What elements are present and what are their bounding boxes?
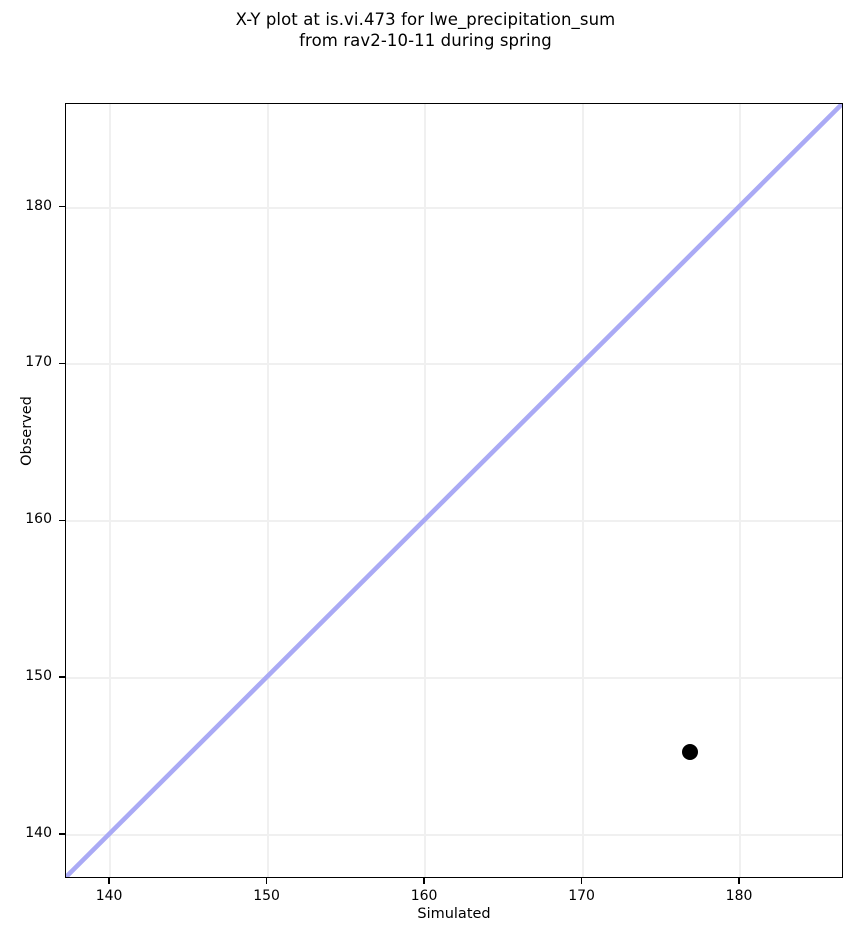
- gridline-horizontal: [66, 363, 842, 366]
- x-tick-mark: [423, 878, 425, 884]
- gridline-vertical: [739, 104, 742, 877]
- y-tick-label: 140: [25, 825, 52, 842]
- x-tick-mark: [738, 878, 740, 884]
- x-tick-mark: [108, 878, 110, 884]
- gridline-vertical: [581, 104, 584, 877]
- x-tick-label: 170: [568, 888, 595, 904]
- x-tick-label: 160: [410, 888, 438, 904]
- plot-area: [65, 103, 843, 878]
- gridline-vertical: [109, 104, 112, 877]
- chart-title: X-Y plot at is.vi.473 for lwe_precipitat…: [0, 9, 851, 51]
- chart-title-line-1: X-Y plot at is.vi.473 for lwe_precipitat…: [235, 10, 616, 29]
- y-axis-label: Observed: [19, 396, 35, 466]
- y-tick-label: 160: [25, 511, 52, 528]
- x-tick-label: 150: [253, 888, 280, 904]
- gridline-horizontal: [66, 834, 842, 837]
- scatter-data-point: [681, 743, 698, 760]
- one-to-one-reference-line: [66, 104, 842, 877]
- x-tick-mark: [580, 878, 583, 884]
- y-tick-mark: [59, 205, 65, 208]
- gridline-vertical: [266, 104, 269, 877]
- x-tick-label: 180: [725, 888, 753, 904]
- x-tick-label: 140: [95, 888, 123, 904]
- y-tick-mark: [59, 833, 65, 835]
- y-tick-mark: [59, 362, 65, 365]
- gridline-horizontal: [66, 677, 842, 680]
- y-tick-mark: [59, 676, 65, 678]
- gridline-horizontal: [66, 206, 842, 209]
- y-tick-label: 180: [25, 197, 52, 214]
- y-tick-label: 150: [25, 668, 52, 685]
- y-tick-label: 170: [25, 354, 52, 371]
- y-tick-mark: [59, 519, 65, 522]
- chart-title-line-2: from rav2-10-11 during spring: [299, 31, 552, 50]
- x-axis-label: Simulated: [417, 906, 491, 922]
- gridline-vertical: [424, 104, 427, 877]
- x-tick-mark: [265, 878, 268, 884]
- gridline-horizontal: [66, 520, 842, 523]
- y-axis-ticks: 140 150 160 170 180: [0, 0, 65, 934]
